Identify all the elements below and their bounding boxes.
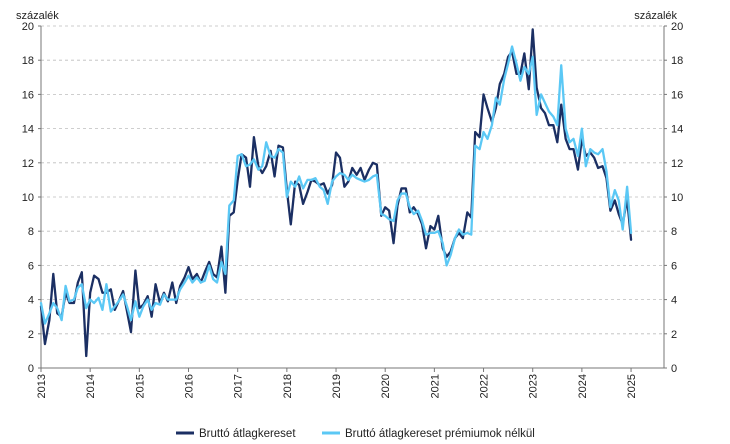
left-y-tick-label-6: 12 bbox=[22, 158, 34, 170]
legend: Bruttó átlagkereset Bruttó átlagkereset … bbox=[176, 428, 535, 440]
x-tick-label-4: 2017 bbox=[233, 374, 245, 398]
left-y-tick-label-8: 16 bbox=[22, 89, 34, 101]
x-tick-label-0: 2013 bbox=[36, 374, 48, 398]
x-tick-label-7: 2020 bbox=[380, 374, 392, 398]
x-tick-labels: 2013 2014 2015 2016 2017 2018 2019 2020 2021 2022… bbox=[36, 374, 638, 398]
left-y-tick-label-0: 0 bbox=[28, 363, 34, 375]
legend-label-series-2: Bruttó átlagkereset prémiumok nélkül bbox=[345, 428, 535, 440]
x-tick-label-10: 2023 bbox=[528, 374, 540, 398]
x-tick-label-3: 2016 bbox=[184, 374, 196, 398]
right-y-tick-label-6: 12 bbox=[671, 158, 683, 170]
left-y-tick-label-3: 6 bbox=[28, 260, 34, 272]
x-tick-label-2: 2015 bbox=[134, 374, 146, 398]
right-y-tick-label-3: 6 bbox=[671, 260, 677, 272]
x-tick-label-11: 2024 bbox=[577, 374, 589, 398]
right-y-tick-label-2: 4 bbox=[671, 295, 677, 307]
right-y-tick-label-7: 14 bbox=[671, 124, 683, 136]
x-tick-label-8: 2021 bbox=[429, 374, 441, 398]
left-y-tick-label-1: 2 bbox=[28, 329, 34, 341]
right-y-tick-label-5: 10 bbox=[671, 192, 683, 204]
left-axis-unit-label: százalék bbox=[16, 10, 59, 22]
x-tick-label-6: 2019 bbox=[331, 374, 343, 398]
x-tick-label-12: 2025 bbox=[626, 374, 638, 398]
left-y-tick-labels: 0 2 4 6 8 10 12 14 16 18 20 bbox=[22, 21, 34, 375]
right-y-tick-label-8: 16 bbox=[671, 89, 683, 101]
legend-label-series-1: Bruttó átlagkereset bbox=[199, 428, 296, 440]
right-y-tick-label-0: 0 bbox=[671, 363, 677, 375]
left-y-tick-label-4: 8 bbox=[28, 226, 34, 238]
right-y-tick-label-1: 2 bbox=[671, 329, 677, 341]
x-tick-label-1: 2014 bbox=[85, 374, 97, 398]
x-tick-label-5: 2018 bbox=[282, 374, 294, 398]
right-y-tick-labels: 0 2 4 6 8 10 12 14 16 18 20 bbox=[671, 21, 683, 375]
series-line-2 bbox=[39, 45, 633, 325]
x-tick-label-9: 2022 bbox=[479, 374, 491, 398]
left-y-tick-label-5: 10 bbox=[22, 192, 34, 204]
right-y-tick-label-10: 20 bbox=[671, 21, 683, 33]
left-y-tick-label-2: 4 bbox=[28, 295, 34, 307]
left-y-tick-label-7: 14 bbox=[22, 124, 34, 136]
left-y-tick-label-9: 18 bbox=[22, 55, 34, 67]
right-y-tick-label-4: 8 bbox=[671, 226, 677, 238]
series-lines bbox=[39, 28, 633, 358]
series-line-1 bbox=[39, 28, 633, 358]
left-y-tick-label-10: 20 bbox=[22, 21, 34, 33]
right-y-tick-label-9: 18 bbox=[671, 55, 683, 67]
right-axis-unit-label: százalék bbox=[634, 10, 677, 22]
